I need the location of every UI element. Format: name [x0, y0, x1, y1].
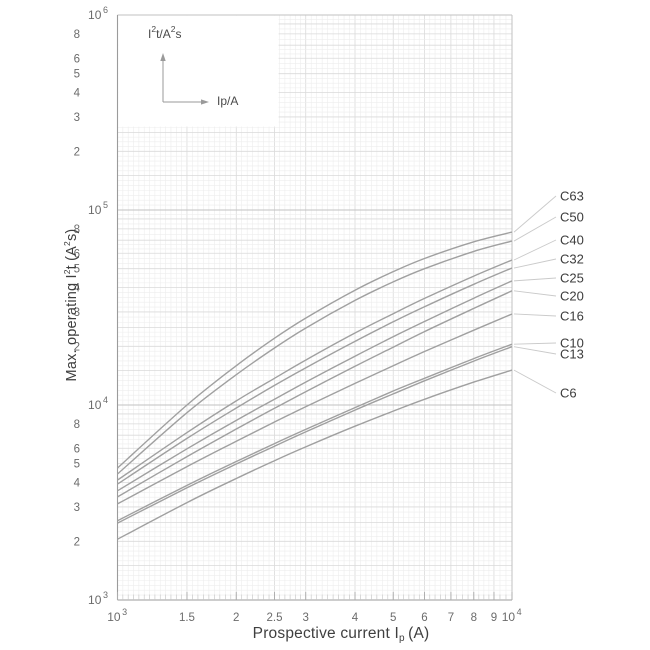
curve-label-c10: C10 [560, 336, 584, 351]
y-minor-tick-label: 3 [74, 502, 80, 514]
x-tick-label: 1.5 [179, 612, 195, 624]
y-axis-title-text: Max. operating I [64, 274, 80, 382]
x-tick-label: 2 [233, 612, 239, 624]
x-axis-title-text: Prospective current I [252, 625, 399, 642]
y-minor-tick-label: 8 [74, 419, 80, 431]
y-minor-tick-label: 6 [74, 248, 80, 260]
curve-c32 [117, 267, 513, 485]
y-minor-tick-label: 8 [74, 224, 80, 236]
y-axis-title: Max. operating I2t (A2s) [62, 228, 80, 382]
x-tick-exponent: 3 [122, 607, 127, 617]
y-minor-tick-label: 5 [74, 69, 80, 81]
curve-label-c63: C63 [560, 189, 584, 204]
curve-c20 [117, 290, 513, 498]
inset-legend-box [118, 15, 279, 127]
curve-c40 [117, 259, 513, 481]
y-tick-exponent: 5 [103, 200, 108, 210]
y-minor-tick-label: 4 [74, 478, 81, 490]
x-tick-label: 2.5 [266, 612, 282, 624]
y-minor-tick-label: 3 [74, 307, 80, 319]
y-tick-exponent: 6 [103, 5, 108, 15]
y-minor-tick-label: 2 [74, 341, 80, 353]
x-tick-exponent: 4 [517, 607, 522, 617]
curve-c63 [117, 231, 513, 469]
y-tick-label: 10 [88, 398, 102, 412]
curve-c13 [117, 346, 513, 524]
x-tick-label: 9 [491, 612, 497, 624]
y-minor-tick-label: 4 [74, 283, 81, 295]
y-axis-title-sup2: 2 [62, 241, 72, 246]
x-tick-labels: 10 3 1.5 2 2.5 3 4 5 6 7 8 9 10 4 [107, 607, 521, 624]
x-tick-label: 5 [390, 612, 396, 624]
y-minor-tick-label: 2 [74, 146, 80, 158]
y-minor-tick-label: 5 [74, 264, 80, 276]
leader-lines [513, 195, 557, 394]
curves [117, 231, 513, 540]
curve-label-c50: C50 [560, 210, 584, 225]
curve-label-c6: C6 [560, 386, 577, 401]
x-tick-label: 6 [421, 612, 427, 624]
x-tick-label: 4 [352, 612, 359, 624]
curve-label-c40: C40 [560, 233, 584, 248]
axes [116, 15, 512, 601]
curve-c25 [117, 280, 513, 492]
y-axis-title-sup1: 2 [62, 269, 72, 275]
inset-axes-glyph [160, 53, 209, 105]
y-tick-label: 10 [88, 8, 102, 22]
y-axis-title-post: s) [64, 228, 80, 242]
x-axis-title-post: (A) [408, 625, 430, 642]
y-minor-tick-label: 6 [74, 53, 80, 65]
curve-label-c25: C25 [560, 271, 584, 286]
y-minor-tick-label: 8 [74, 29, 80, 41]
curve-label-c32: C32 [560, 252, 584, 267]
inset-y-axis-label: I2t/A2s [148, 24, 182, 41]
x-tick-label: 10 [502, 610, 516, 624]
curve-label-c20: C20 [560, 289, 584, 304]
y-tick-label: 10 [88, 593, 102, 607]
x-tick-label: 10 [107, 610, 121, 624]
x-tick-label: 8 [471, 612, 477, 624]
y-minor-tick-label: 3 [74, 112, 80, 124]
x-axis-title: Prospective current Ip (A) [252, 625, 430, 644]
y-tick-exponent: 4 [103, 395, 108, 405]
y-tick-label: 10 [88, 203, 102, 217]
x-axis-minor-ticks [117, 592, 513, 600]
x-tick-label: 7 [448, 612, 454, 624]
curve-label-c16: C16 [560, 309, 584, 324]
y-minor-tick-label: 6 [74, 443, 80, 455]
y-tick-exponent: 3 [103, 590, 108, 600]
x-axis-title-sub: p [399, 633, 405, 644]
inset-up-arrow-icon [160, 53, 166, 61]
curve-c16 [117, 313, 513, 505]
curve-c10 [117, 343, 513, 522]
y-minor-tick-label: 5 [74, 459, 80, 471]
curve-label-c13: C13 [560, 347, 584, 362]
grid [117, 14, 513, 601]
curve-c6 [117, 369, 513, 540]
inset-x-axis-label: Ip/A [217, 94, 239, 108]
y-axis-title-mid: t (A [64, 245, 80, 270]
y-minor-tick-label: 2 [74, 536, 80, 548]
curve-c50 [117, 240, 513, 475]
inset-right-arrow-icon [201, 99, 209, 105]
x-tick-label: 3 [303, 612, 309, 624]
y-minor-tick-label: 4 [74, 88, 81, 100]
